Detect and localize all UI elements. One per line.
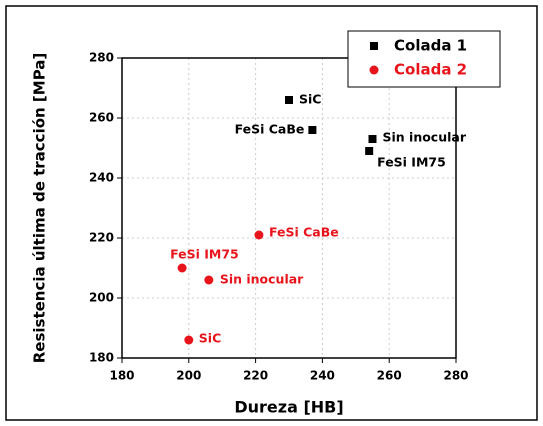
y-tick-label: 200 (89, 291, 114, 305)
point-label: FeSi CaBe (235, 122, 305, 137)
x-tick-label: 280 (443, 369, 468, 383)
x-tick-label: 200 (176, 369, 201, 383)
marker (177, 263, 187, 273)
x-tick-label: 240 (310, 369, 335, 383)
legend-box (347, 30, 501, 88)
y-axis-title: Resistencia última de tracción [MPa] (31, 53, 49, 364)
marker (368, 135, 377, 143)
point-label: Sin inocular (383, 130, 467, 145)
marker (365, 147, 374, 155)
y-tick-label: 260 (89, 111, 114, 125)
marker (254, 230, 264, 240)
y-tick-label: 180 (89, 351, 114, 365)
marker (204, 275, 214, 285)
point-label: SiC (199, 331, 221, 346)
marker (308, 126, 317, 134)
marker (184, 335, 194, 345)
y-tick-label: 220 (89, 231, 114, 245)
x-axis-title: Dureza [HB] (234, 398, 343, 417)
frame (5, 5, 538, 421)
marker (285, 96, 293, 104)
x-tick-label: 180 (109, 369, 134, 383)
point-label: FeSi IM75 (377, 155, 446, 170)
x-tick-label: 260 (377, 369, 402, 383)
y-tick-label: 280 (89, 51, 114, 65)
point-label: Sin inocular (220, 272, 304, 287)
point-label: FeSi IM75 (170, 247, 239, 262)
plot-frame (121, 57, 457, 359)
point-label: FeSi CaBe (269, 225, 339, 240)
legend-marker (370, 42, 378, 50)
legend-label: Colada 1 (394, 37, 467, 55)
legend-marker (369, 65, 379, 75)
y-tick-label: 240 (89, 171, 114, 185)
x-tick-label: 220 (243, 369, 268, 383)
point-label: SiC (299, 92, 321, 107)
legend-label: Colada 2 (394, 61, 467, 79)
